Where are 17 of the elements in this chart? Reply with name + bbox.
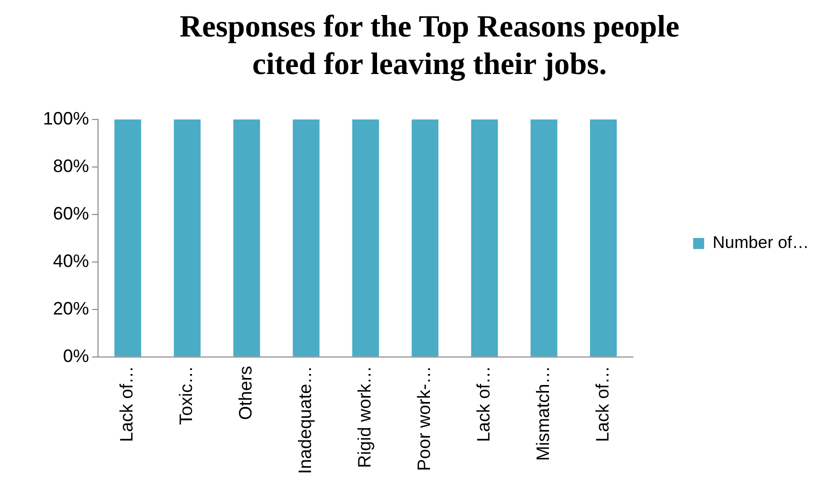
y-tick-label: 60%	[53, 203, 90, 224]
x-tick-label: Poor work-…	[414, 366, 434, 471]
x-tick-label: Mismatch…	[532, 366, 553, 461]
x-tick-label: Lack of…	[116, 366, 137, 442]
y-tick-label: 80%	[53, 156, 90, 176]
y-tick-label: 40%	[53, 250, 90, 271]
chart-title: Responses for the Top Reasons people cited for leaving their jobs.	[180, 8, 680, 81]
x-tick-label: Lack of…	[592, 366, 612, 442]
y-tick-label: 0%	[63, 346, 90, 366]
y-tick-label: 20%	[53, 298, 90, 318]
x-tick-label: Others	[236, 366, 256, 420]
legend-label: Number of…	[712, 233, 810, 252]
x-tick-label: Lack of…	[473, 366, 494, 442]
x-tick-label: Toxic…	[176, 366, 196, 425]
y-tick-label: 100%	[42, 108, 90, 128]
x-tick-label: Rigid work…	[354, 366, 375, 468]
x-tick-label: Inadequate…	[295, 366, 316, 474]
